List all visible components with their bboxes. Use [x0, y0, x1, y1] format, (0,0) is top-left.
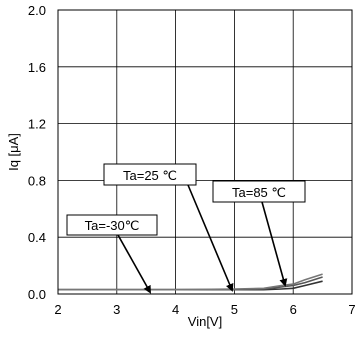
annotation-arrow — [261, 201, 288, 287]
annotation-label: Ta=85 ℃ — [232, 185, 286, 200]
x-tick-label: 4 — [172, 302, 179, 317]
annotation-ta-85: Ta=85 ℃ — [212, 180, 306, 287]
annotation-ta-25: Ta=25 ℃ — [103, 163, 234, 292]
y-tick-label: 2.0 — [28, 3, 46, 18]
x-tick-label: 7 — [348, 302, 355, 317]
plot-frame — [57, 9, 353, 295]
annotation-arrow — [117, 234, 151, 294]
annotation-arrow — [187, 184, 234, 292]
y-tick-label: 0.0 — [28, 287, 46, 302]
y-tick-label: 1.6 — [28, 60, 46, 75]
tick-labels: 2 3 4 5 6 7 0.0 0.4 0.8 1.2 1.6 2.0 — [28, 3, 356, 317]
plot-background — [58, 10, 352, 294]
annotation-box — [66, 214, 158, 236]
y-tick-label: 0.4 — [28, 230, 46, 245]
annotation-label: Ta=-30℃ — [85, 218, 140, 233]
series-group — [58, 273, 323, 291]
series-line — [58, 273, 323, 291]
x-tick-label: 6 — [290, 302, 297, 317]
annotation-box — [103, 163, 197, 186]
annotation-label: Ta=25 ℃ — [123, 168, 177, 183]
x-tick-label: 2 — [54, 302, 61, 317]
y-tick-label: 1.2 — [28, 117, 46, 132]
x-tick-label: 3 — [113, 302, 120, 317]
annotation-ta-minus30: Ta=-30℃ — [66, 214, 158, 294]
y-axis-title: Iq [μA] — [6, 133, 21, 171]
annotation-box — [212, 180, 306, 203]
x-tick-label: 5 — [231, 302, 238, 317]
x-axis-title: Vin[V] — [188, 314, 222, 329]
y-tick-label: 0.8 — [28, 173, 46, 188]
